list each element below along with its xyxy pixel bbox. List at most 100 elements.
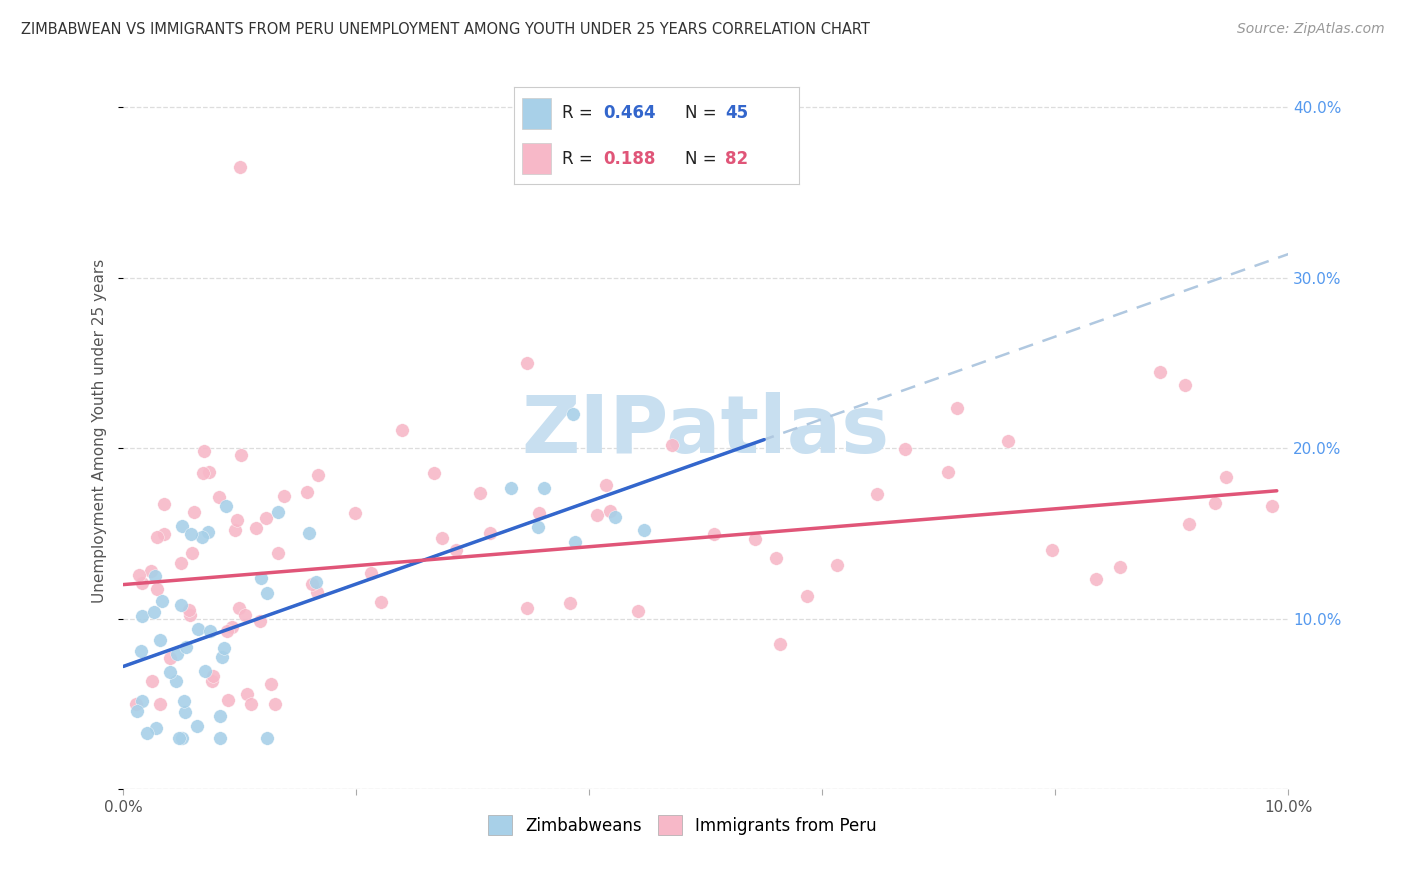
Point [215,500,238,514]
Point [191,530,214,544]
Point [866,487,889,501]
Point [217,692,239,706]
Point [391,424,413,438]
Point [180,527,202,541]
Point [1040,542,1063,557]
Point [125,697,148,711]
Point [131,608,153,623]
Point [150,593,173,607]
Point [141,565,163,579]
Point [231,448,253,462]
Point [221,620,243,634]
Point [703,526,725,541]
Point [1174,377,1197,392]
Point [197,525,219,540]
Point [145,582,167,597]
Point [180,546,202,560]
Legend: Zimbabweans, Immigrants from Peru: Zimbabweans, Immigrants from Peru [488,815,877,835]
Point [273,489,295,503]
Point [245,521,267,535]
Point [946,401,969,415]
Point [136,726,159,740]
Point [193,466,215,480]
Text: ZIMBABWEAN VS IMMIGRANTS FROM PERU UNEMPLOYMENT AMONG YOUTH UNDER 25 YEARS CORRE: ZIMBABWEAN VS IMMIGRANTS FROM PERU UNEMP… [21,22,870,37]
Point [479,525,502,540]
Point [307,468,329,483]
Point [249,615,271,629]
Point [128,568,150,582]
Point [167,731,190,745]
Point [769,636,792,650]
Point [432,531,454,545]
Point [141,673,163,688]
Point [360,566,382,580]
Point [516,601,538,615]
Point [527,506,550,520]
Point [201,669,224,683]
Point [166,647,188,661]
Point [343,507,366,521]
Point [217,624,239,638]
Point [145,721,167,735]
Point [603,509,626,524]
Point [224,523,246,537]
Point [444,543,467,558]
Point [131,694,153,708]
Point [143,605,166,619]
Point [564,535,586,549]
Point [561,407,583,421]
Point [267,505,290,519]
Point [165,673,187,688]
Point [796,589,818,603]
Point [1178,517,1201,532]
Point [187,622,209,636]
Point [194,664,217,678]
Y-axis label: Unemployment Among Youth under 25 years: Unemployment Among Youth under 25 years [93,259,107,603]
Point [627,604,650,618]
Point [765,551,787,566]
Point [260,677,283,691]
Point [558,596,581,610]
Point [370,595,392,609]
Point [197,465,219,479]
Point [236,687,259,701]
Point [174,640,197,654]
Point [228,600,250,615]
Point [201,673,224,688]
Point [240,697,263,711]
Point [267,545,290,559]
Point [198,624,221,639]
Point [633,523,655,537]
Point [183,505,205,519]
Point [193,444,215,458]
Point [149,632,172,647]
Point [468,486,491,500]
Point [533,481,555,495]
Point [143,569,166,583]
Point [233,607,256,622]
Point [159,651,181,665]
Point [250,571,273,585]
Point [1149,365,1171,379]
Point [212,640,235,655]
Point [208,731,231,745]
Point [153,527,176,541]
Point [179,607,201,622]
Point [208,490,231,504]
Point [129,644,152,658]
Point [305,574,328,589]
Point [305,584,328,599]
Point [1204,496,1226,510]
Text: ZIPatlas: ZIPatlas [522,392,890,470]
Point [295,484,318,499]
Point [170,599,193,613]
Point [211,650,233,665]
Point [595,478,617,492]
Point [177,603,200,617]
Point [256,586,278,600]
Point [744,532,766,546]
Point [229,160,252,174]
Point [256,731,278,745]
Point [127,704,149,718]
Point [1108,559,1130,574]
